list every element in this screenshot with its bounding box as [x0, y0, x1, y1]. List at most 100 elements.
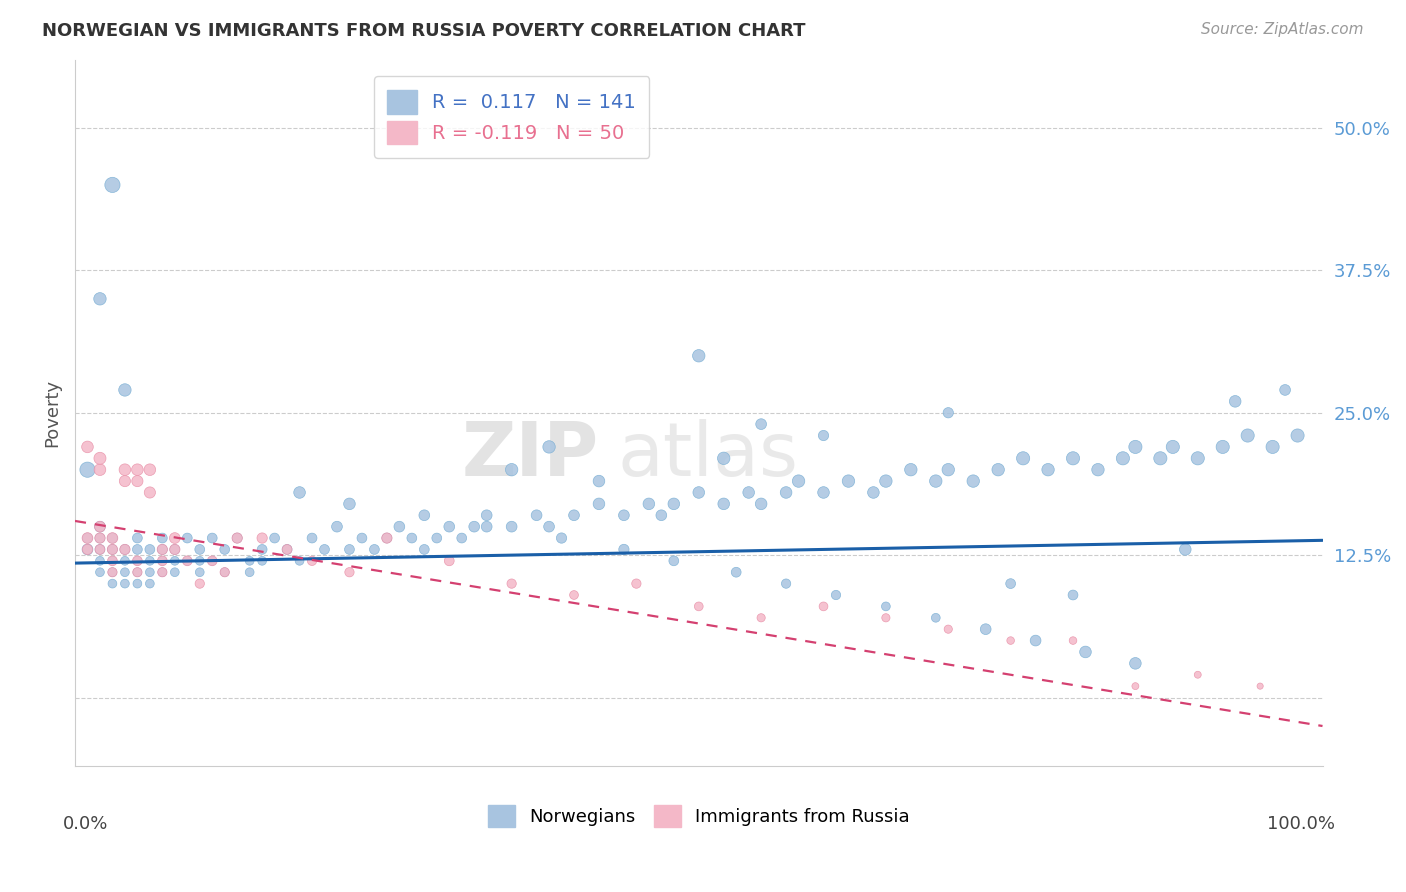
Point	[562, 508, 585, 523]
Point	[413, 508, 436, 523]
Point	[1236, 428, 1258, 442]
Point	[188, 576, 211, 591]
Point	[314, 542, 336, 557]
Point	[637, 497, 659, 511]
Point	[526, 508, 548, 523]
Point	[76, 542, 98, 557]
Point	[588, 497, 610, 511]
Point	[76, 542, 98, 557]
Point	[439, 554, 461, 568]
Point	[127, 566, 149, 580]
Point	[1125, 679, 1147, 693]
Point	[713, 451, 735, 466]
Point	[188, 554, 211, 568]
Point	[226, 531, 249, 545]
Point	[76, 463, 98, 477]
Point	[613, 542, 636, 557]
Point	[201, 554, 224, 568]
Point	[974, 622, 997, 636]
Point	[363, 542, 385, 557]
Point	[127, 474, 149, 488]
Point	[925, 611, 948, 625]
Point	[350, 531, 373, 545]
Point	[688, 485, 710, 500]
Point	[875, 599, 897, 614]
Point	[150, 554, 173, 568]
Point	[613, 508, 636, 523]
Point	[813, 485, 835, 500]
Point	[114, 542, 136, 557]
Point	[139, 463, 162, 477]
Point	[339, 542, 361, 557]
Text: 100.0%: 100.0%	[1267, 815, 1334, 833]
Point	[89, 542, 111, 557]
Point	[139, 554, 162, 568]
Point	[925, 474, 948, 488]
Point	[1062, 451, 1084, 466]
Point	[1000, 576, 1022, 591]
Point	[150, 542, 173, 557]
Point	[1125, 657, 1147, 671]
Point	[1125, 440, 1147, 454]
Point	[713, 497, 735, 511]
Point	[188, 566, 211, 580]
Point	[1062, 588, 1084, 602]
Point	[588, 474, 610, 488]
Point	[139, 485, 162, 500]
Point	[214, 542, 236, 557]
Point	[176, 554, 198, 568]
Point	[463, 519, 485, 533]
Legend: Norwegians, Immigrants from Russia: Norwegians, Immigrants from Russia	[481, 798, 917, 835]
Point	[1187, 667, 1209, 681]
Point	[114, 463, 136, 477]
Point	[176, 531, 198, 545]
Point	[1161, 440, 1184, 454]
Point	[288, 485, 311, 500]
Point	[89, 519, 111, 533]
Point	[101, 566, 124, 580]
Text: atlas: atlas	[617, 418, 799, 491]
Point	[101, 178, 124, 192]
Point	[89, 531, 111, 545]
Point	[239, 566, 262, 580]
Point	[214, 566, 236, 580]
Point	[89, 519, 111, 533]
Point	[837, 474, 859, 488]
Point	[538, 440, 561, 454]
Point	[150, 566, 173, 580]
Point	[239, 554, 262, 568]
Point	[749, 417, 772, 431]
Point	[375, 531, 398, 545]
Point	[89, 542, 111, 557]
Point	[250, 531, 273, 545]
Point	[450, 531, 472, 545]
Point	[139, 566, 162, 580]
Point	[562, 588, 585, 602]
Point	[114, 542, 136, 557]
Point	[301, 554, 323, 568]
Point	[413, 542, 436, 557]
Text: Source: ZipAtlas.com: Source: ZipAtlas.com	[1201, 22, 1364, 37]
Point	[987, 463, 1010, 477]
Point	[962, 474, 984, 488]
Point	[900, 463, 922, 477]
Point	[936, 622, 959, 636]
Point	[250, 554, 273, 568]
Point	[1025, 633, 1047, 648]
Point	[114, 576, 136, 591]
Point	[1174, 542, 1197, 557]
Point	[626, 576, 648, 591]
Point	[775, 485, 797, 500]
Point	[263, 531, 285, 545]
Point	[737, 485, 759, 500]
Point	[114, 566, 136, 580]
Point	[1087, 463, 1109, 477]
Point	[101, 542, 124, 557]
Point	[1212, 440, 1234, 454]
Point	[1225, 394, 1247, 409]
Point	[163, 531, 186, 545]
Point	[1000, 633, 1022, 648]
Point	[749, 611, 772, 625]
Point	[339, 497, 361, 511]
Point	[301, 531, 323, 545]
